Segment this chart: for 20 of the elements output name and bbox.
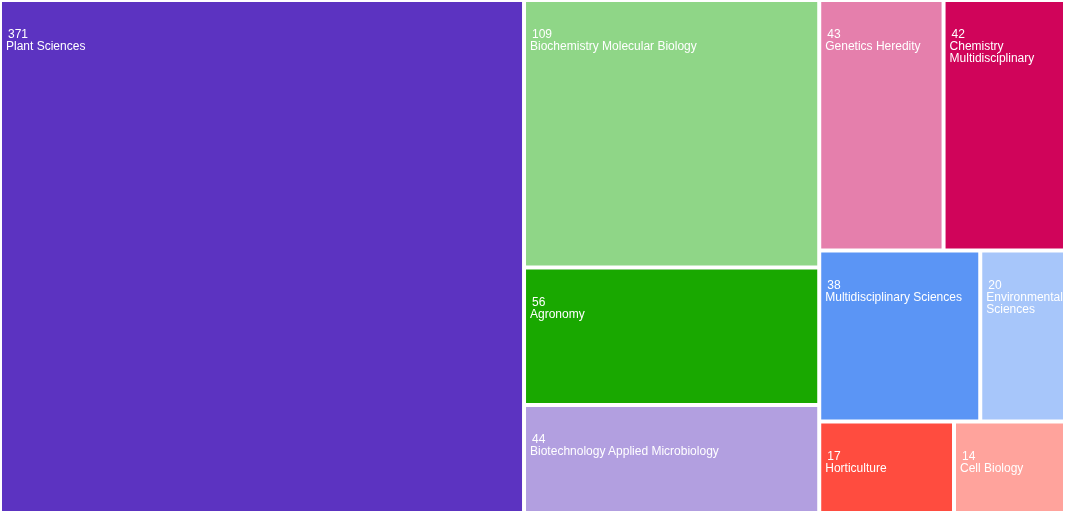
category-label: Cell Biology [960,460,1024,475]
data-label: 43 [827,27,841,42]
category-label: Horticulture [825,460,887,475]
category-label: Environmental Sciences [986,289,1063,316]
data-label: 14 [962,448,976,463]
data-label: 42 [951,27,966,42]
category-label: Agronomy [530,306,585,321]
category-label: Multidisciplinary Sciences [825,289,962,304]
data-label: 38 [827,277,841,292]
data-label: 109 [532,27,553,42]
data-label: 20 [988,277,1002,292]
data-label: 56 [532,294,546,309]
category-label: Plant Sciences [6,39,86,54]
data-label: 17 [827,448,841,463]
category-label: Biochemistry Molecular Biology [530,39,697,54]
data-label: 371 [8,27,29,42]
data-label: 44 [532,432,546,447]
category-label: Chemistry Multidisciplinary [949,39,1035,66]
category-label: Genetics Heredity [825,39,921,54]
category-label: Biotechnology Applied Microbiology [530,444,719,459]
